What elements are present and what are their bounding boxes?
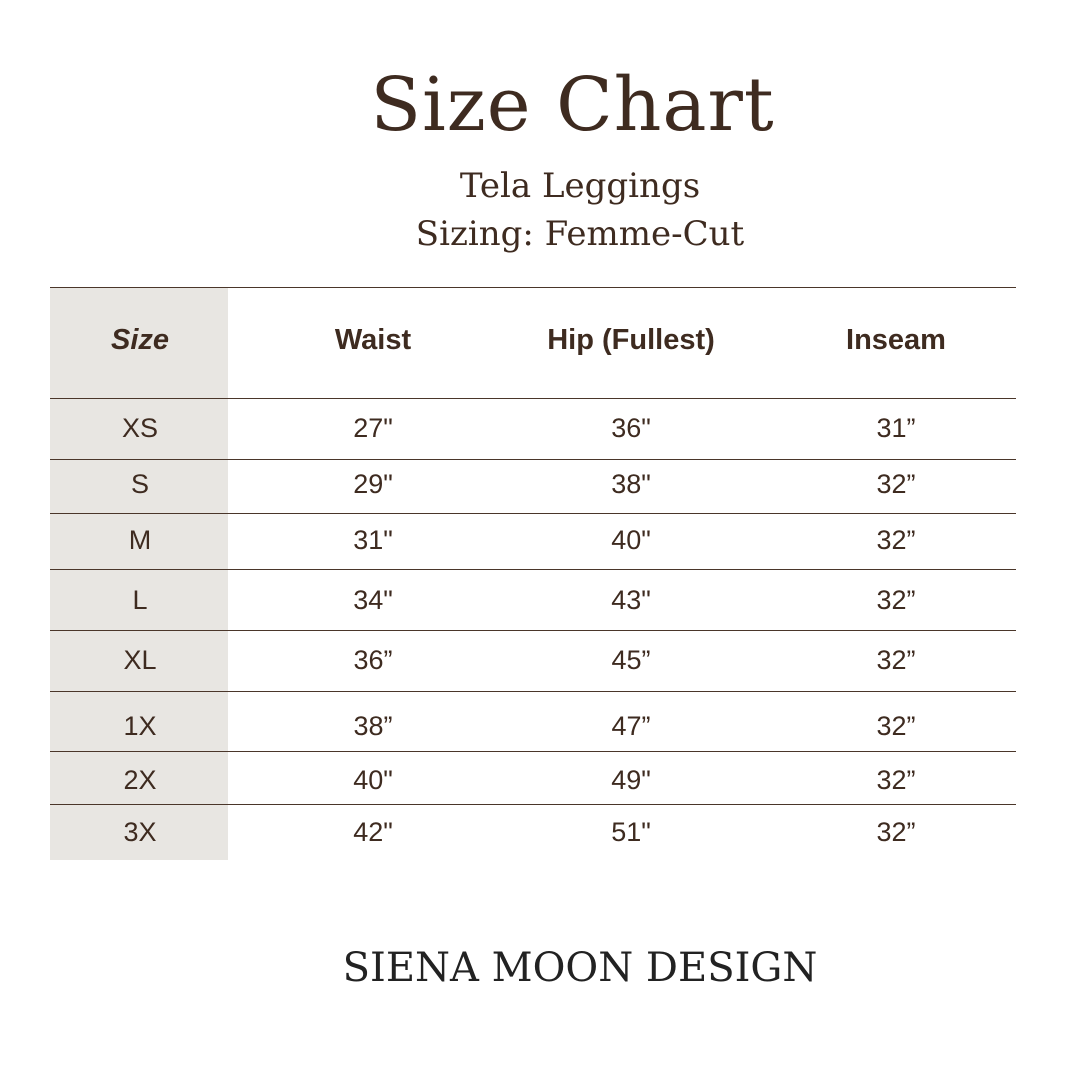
measurement-cell: 31” bbox=[876, 413, 916, 443]
page-title: Size Chart bbox=[370, 62, 775, 148]
measurement-cell: 32” bbox=[876, 469, 916, 499]
measurement-cell: 32” bbox=[876, 817, 916, 847]
row-divider bbox=[50, 630, 1016, 631]
size-column-background bbox=[50, 288, 228, 860]
measurement-cell: 36" bbox=[611, 413, 651, 443]
measurement-cell: 32” bbox=[876, 525, 916, 555]
measurement-cell: 43" bbox=[611, 585, 651, 615]
size-label: L bbox=[132, 585, 148, 615]
measurement-cell: 29" bbox=[353, 469, 393, 499]
size-label: S bbox=[130, 469, 150, 499]
measurement-cell: 32” bbox=[876, 711, 916, 741]
column-header: Hip (Fullest) bbox=[547, 324, 715, 356]
measurement-cell: 27" bbox=[353, 413, 393, 443]
measurement-cell: 40" bbox=[611, 525, 651, 555]
row-divider bbox=[50, 804, 1016, 805]
measurement-cell: 32” bbox=[876, 645, 916, 675]
measurement-cell: 42" bbox=[353, 817, 393, 847]
row-divider bbox=[50, 287, 1016, 288]
measurement-cell: 51" bbox=[611, 817, 651, 847]
row-divider bbox=[50, 459, 1016, 460]
measurement-cell: 31" bbox=[353, 525, 393, 555]
measurement-cell: 38” bbox=[353, 711, 393, 741]
column-header: Waist bbox=[334, 324, 412, 356]
size-label: 3X bbox=[123, 817, 157, 847]
measurement-cell: 32” bbox=[876, 765, 916, 795]
column-header: Inseam bbox=[846, 324, 946, 356]
measurement-cell: 40" bbox=[353, 765, 393, 795]
product-name: Tela Leggings bbox=[459, 166, 701, 206]
row-divider bbox=[50, 751, 1016, 752]
sizing-type: Sizing: Femme-Cut bbox=[415, 214, 745, 254]
row-divider bbox=[50, 398, 1016, 399]
row-divider bbox=[50, 691, 1016, 692]
size-label: M bbox=[128, 525, 152, 555]
measurement-cell: 34" bbox=[353, 585, 393, 615]
measurement-cell: 47” bbox=[611, 711, 651, 741]
size-label: XL bbox=[123, 645, 157, 675]
size-label: XS bbox=[121, 413, 159, 443]
measurement-cell: 49" bbox=[611, 765, 651, 795]
row-divider bbox=[50, 513, 1016, 514]
brand-logo: SIENA MOON DESIGN bbox=[342, 945, 818, 991]
row-divider bbox=[50, 569, 1016, 570]
measurement-cell: 38" bbox=[611, 469, 651, 499]
size-label: 2X bbox=[123, 765, 157, 795]
measurement-cell: 36” bbox=[353, 645, 393, 675]
measurement-cell: 32” bbox=[876, 585, 916, 615]
column-header: Size bbox=[110, 324, 170, 356]
size-label: 1X bbox=[123, 711, 157, 741]
measurement-cell: 45” bbox=[611, 645, 651, 675]
